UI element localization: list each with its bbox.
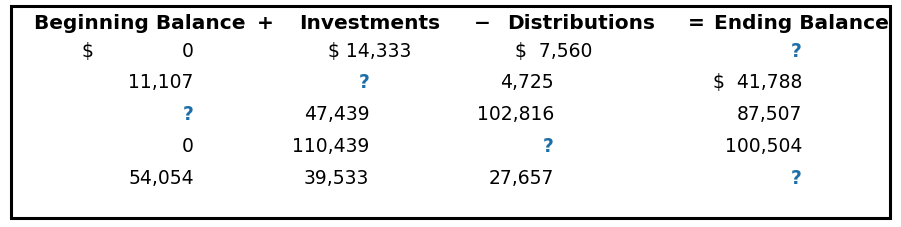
Text: $ 14,333: $ 14,333 — [328, 42, 411, 61]
Text: 87,507: 87,507 — [736, 105, 802, 124]
Text: ?: ? — [791, 42, 802, 61]
Text: 0: 0 — [182, 137, 194, 156]
Text: Beginning Balance: Beginning Balance — [34, 14, 245, 33]
Text: −: − — [474, 14, 490, 33]
Text: 110,439: 110,439 — [292, 137, 369, 156]
Text: ?: ? — [183, 105, 194, 124]
Text: +: + — [258, 14, 274, 33]
Text: ?: ? — [359, 73, 369, 92]
Text: 0: 0 — [182, 42, 194, 61]
Text: 39,533: 39,533 — [304, 169, 369, 188]
Text: =: = — [688, 14, 705, 33]
Text: ?: ? — [543, 137, 554, 156]
Text: 47,439: 47,439 — [304, 105, 369, 124]
Text: 4,725: 4,725 — [500, 73, 554, 92]
Text: $: $ — [81, 42, 93, 61]
Text: 27,657: 27,657 — [488, 169, 554, 188]
Text: 102,816: 102,816 — [477, 105, 554, 124]
Text: ?: ? — [791, 169, 802, 188]
Text: $  7,560: $ 7,560 — [515, 42, 593, 61]
Text: $  41,788: $ 41,788 — [713, 73, 802, 92]
Text: 11,107: 11,107 — [128, 73, 194, 92]
Text: Ending Balance: Ending Balance — [714, 14, 889, 33]
Text: Distributions: Distributions — [507, 14, 655, 33]
Text: Investments: Investments — [299, 14, 440, 33]
Text: 54,054: 54,054 — [128, 169, 194, 188]
Text: 100,504: 100,504 — [724, 137, 802, 156]
